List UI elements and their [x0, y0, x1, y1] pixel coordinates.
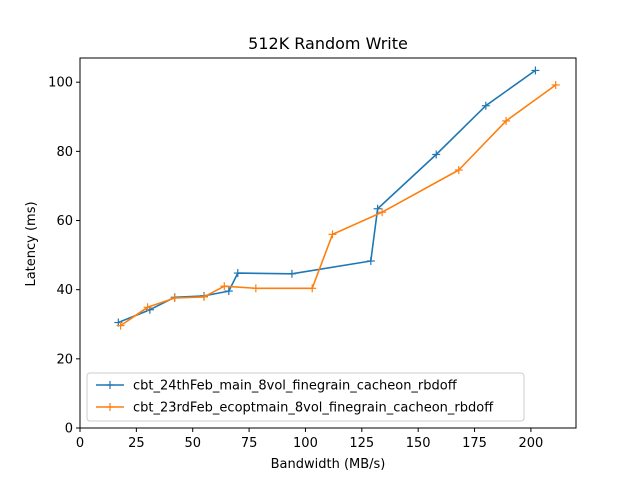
data-point — [366, 256, 375, 265]
data-point — [220, 282, 229, 291]
y-tick-label: 80 — [56, 145, 73, 160]
x-tick-label: 25 — [128, 436, 145, 451]
x-tick-label: 100 — [293, 436, 318, 451]
data-point — [454, 166, 463, 175]
data-point — [432, 150, 441, 159]
x-tick-label: 175 — [462, 436, 487, 451]
x-tick-label: 200 — [518, 436, 543, 451]
y-tick-label: 100 — [48, 76, 73, 91]
x-tick-label: 150 — [406, 436, 431, 451]
data-point — [224, 287, 233, 296]
y-tick-label: 60 — [56, 214, 73, 229]
data-point — [481, 101, 490, 110]
x-tick-label: 0 — [76, 436, 84, 451]
legend-label: cbt_23rdFeb_ecoptmain_8vol_finegrain_cac… — [133, 401, 494, 416]
legend-box — [86, 372, 525, 422]
series-2 — [116, 80, 560, 330]
plot-area — [114, 66, 560, 330]
x-tick-label: 50 — [184, 436, 201, 451]
x-tick-label: 125 — [349, 436, 374, 451]
x-tick-label: 75 — [241, 436, 258, 451]
data-point — [287, 269, 296, 278]
data-point — [502, 116, 511, 125]
data-point — [551, 80, 560, 89]
data-point — [116, 321, 125, 330]
y-tick-label: 20 — [56, 352, 73, 367]
data-point — [170, 293, 179, 302]
legend-marker — [106, 381, 114, 389]
legend-marker — [106, 403, 114, 411]
data-point — [328, 230, 337, 239]
y-tick-label: 0 — [65, 422, 73, 437]
x-axis-label: Bandwidth (MB/s) — [271, 457, 386, 472]
data-point — [531, 66, 540, 75]
data-point — [233, 269, 242, 278]
legend: cbt_24thFeb_main_8vol_finegrain_cacheon_… — [86, 372, 525, 422]
series-line — [120, 84, 557, 327]
y-tick-label: 40 — [56, 283, 73, 298]
y-axis: 0 20 40 60 80 100 — [48, 76, 80, 437]
data-point — [378, 208, 387, 217]
legend-label: cbt_24thFeb_main_8vol_finegrain_cacheon_… — [133, 379, 458, 394]
data-point — [200, 292, 208, 301]
data-point — [373, 204, 382, 213]
legend-item: cbt_23rdFeb_ecoptmain_8vol_finegrain_cac… — [96, 401, 494, 416]
y-axis-label: Latency (ms) — [24, 201, 39, 286]
legend-item: cbt_24thFeb_main_8vol_finegrain_cacheon_… — [96, 379, 458, 394]
data-point — [143, 303, 152, 312]
data-point — [308, 284, 317, 293]
data-point — [251, 284, 260, 293]
x-axis: 0 25 50 75 100 125 150 175 200 — [76, 428, 543, 451]
plot-frame — [79, 57, 577, 429]
chart-title: 512K Random Write — [248, 34, 408, 53]
